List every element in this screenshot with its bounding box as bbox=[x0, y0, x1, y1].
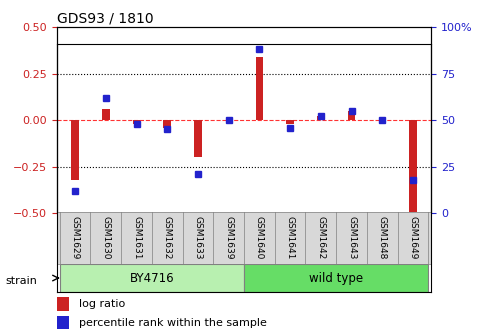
Text: GSM1640: GSM1640 bbox=[255, 216, 264, 259]
Text: GSM1642: GSM1642 bbox=[317, 216, 325, 259]
Bar bbox=[194, 120, 202, 157]
Bar bbox=[409, 120, 417, 213]
Text: GSM1631: GSM1631 bbox=[132, 216, 141, 259]
Text: GSM1629: GSM1629 bbox=[70, 216, 80, 259]
Text: log ratio: log ratio bbox=[79, 299, 125, 309]
Bar bbox=[286, 120, 294, 124]
Text: GSM1649: GSM1649 bbox=[408, 216, 418, 259]
Text: GDS93 / 1810: GDS93 / 1810 bbox=[57, 12, 153, 26]
Text: GSM1630: GSM1630 bbox=[102, 216, 110, 259]
Bar bbox=[348, 111, 355, 120]
Bar bbox=[60, 264, 244, 292]
Text: GSM1633: GSM1633 bbox=[193, 216, 203, 259]
Bar bbox=[102, 109, 109, 120]
Text: GSM1639: GSM1639 bbox=[224, 216, 233, 259]
Bar bbox=[244, 264, 428, 292]
Bar bbox=[71, 120, 79, 180]
Text: GSM1648: GSM1648 bbox=[378, 216, 387, 259]
Text: wild type: wild type bbox=[309, 271, 363, 285]
Text: GSM1641: GSM1641 bbox=[285, 216, 295, 259]
Text: GSM1643: GSM1643 bbox=[347, 216, 356, 259]
Bar bbox=[133, 120, 141, 124]
Bar bbox=[163, 120, 171, 128]
Bar bbox=[317, 116, 325, 120]
Bar bbox=[255, 57, 263, 120]
Text: BY4716: BY4716 bbox=[130, 271, 174, 285]
Text: GSM1632: GSM1632 bbox=[163, 216, 172, 259]
Text: strain: strain bbox=[5, 276, 37, 286]
Text: percentile rank within the sample: percentile rank within the sample bbox=[79, 318, 267, 328]
